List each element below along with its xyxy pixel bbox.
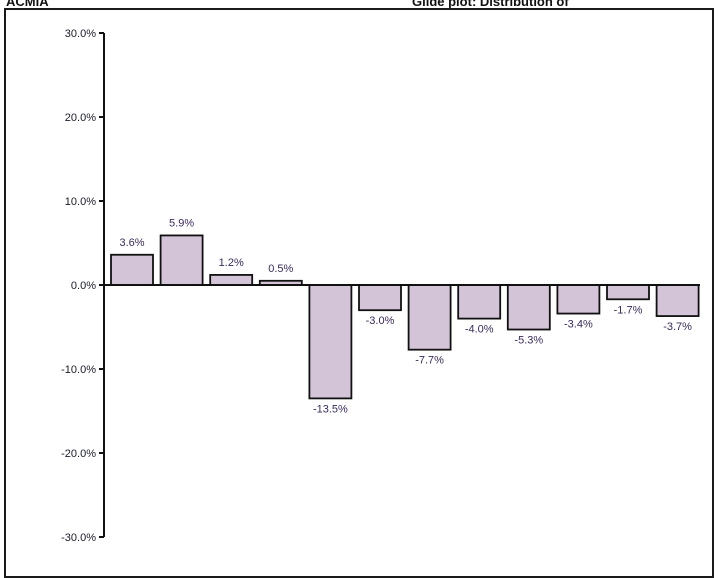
y-tick-label: 10.0% [65, 196, 96, 208]
y-tick-label: 20.0% [65, 112, 96, 124]
bar [407, 284, 452, 351]
data-label: -1.7% [614, 304, 643, 316]
data-label: -5.3% [514, 335, 543, 347]
y-tick-label: 0.0% [71, 280, 96, 292]
data-label: 5.9% [169, 217, 194, 229]
data-label: -13.5% [313, 403, 348, 415]
data-label: -4.0% [465, 324, 494, 336]
bar [209, 274, 254, 286]
data-label: -3.7% [663, 321, 692, 333]
data-label: 0.5% [268, 263, 293, 275]
bar-chart: 30.0% 20.0% 10.0% 0.0% -10.0% -20.0% -30.0% 3.6… [61, 28, 700, 544]
data-label: 3.6% [119, 237, 144, 249]
bar [358, 284, 402, 312]
data-label: 1.2% [219, 257, 244, 269]
data-label: -7.7% [415, 355, 444, 367]
header-left-title: ACMIA [6, 0, 49, 9]
y-tick-label: -20.0% [61, 448, 96, 460]
data-label: -3.0% [366, 315, 395, 327]
bar [606, 284, 650, 301]
bar [110, 253, 154, 286]
bar [655, 284, 700, 317]
y-tick-label: -10.0% [61, 364, 96, 376]
bar [506, 284, 551, 331]
header-right-title: Glide plot: Distribution of [412, 0, 569, 9]
bar [308, 284, 353, 400]
bar [159, 234, 204, 286]
data-label: -3.4% [564, 319, 593, 331]
bar [457, 284, 502, 320]
y-tick-label: 30.0% [65, 28, 96, 40]
bar [556, 284, 601, 315]
y-tick-label: -30.0% [61, 532, 96, 544]
